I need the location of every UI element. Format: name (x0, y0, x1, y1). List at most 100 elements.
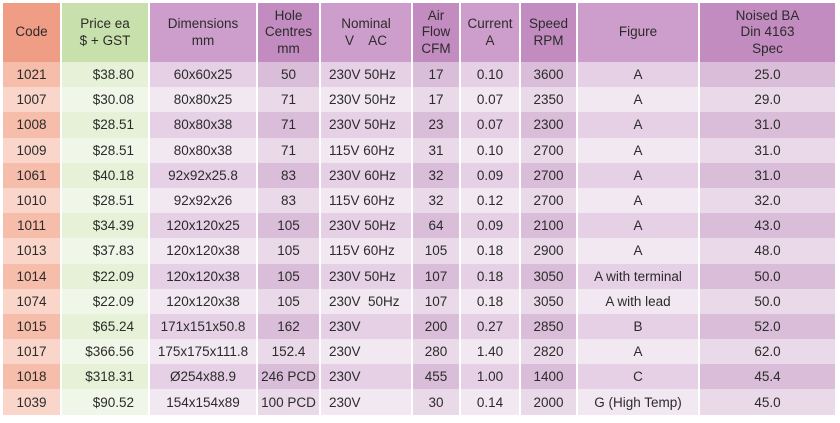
cell-dimensions: 171x151x50.8 (150, 313, 256, 340)
cell-air-flow: 23 (413, 112, 459, 138)
cell-speed: 2900 (521, 238, 576, 264)
cell-hole-centres: 83 (258, 162, 319, 188)
header-figure: Figure (578, 3, 698, 62)
cell-nominal: 230V (321, 339, 411, 365)
cell-noise: 48.0 (700, 238, 835, 264)
cell-hole-centres: 162 (258, 313, 319, 340)
cell-code: 1074 (3, 288, 60, 314)
cell-price: $28.51 (62, 137, 148, 163)
cell-dimensions: 92x92x26 (150, 187, 256, 214)
cell-figure: A (578, 112, 698, 138)
cell-price: $34.39 (62, 213, 148, 239)
cell-hole-centres: 105 (258, 238, 319, 264)
header-current: Current A (461, 3, 519, 62)
cell-current: 0.07 (461, 87, 519, 113)
cell-speed: 3050 (521, 288, 576, 314)
cell-air-flow: 455 (413, 364, 459, 390)
cell-dimensions: 80x80x25 (150, 87, 256, 113)
cell-code: 1039 (3, 389, 60, 415)
cell-price: $90.52 (62, 389, 148, 415)
header-nominal: Nominal V AC (321, 3, 411, 62)
cell-price: $40.18 (62, 162, 148, 188)
header-dimensions: Dimensions mm (150, 3, 256, 62)
cell-price: $318.31 (62, 364, 148, 390)
header-speed: Speed RPM (521, 3, 576, 62)
cell-hole-centres: 71 (258, 137, 319, 163)
cell-dimensions: 154x154x89 (150, 389, 256, 415)
cell-speed: 2700 (521, 162, 576, 188)
cell-figure: A (578, 62, 698, 88)
cell-code: 1061 (3, 162, 60, 188)
cell-dimensions: 80x80x38 (150, 112, 256, 138)
cell-nominal: 230V 50Hz (321, 87, 411, 113)
cell-code: 1008 (3, 112, 60, 138)
cell-air-flow: 30 (413, 389, 459, 415)
cell-price: $22.09 (62, 288, 148, 314)
cell-code: 1015 (3, 313, 60, 340)
cell-current: 0.27 (461, 313, 519, 340)
cell-noise: 32.0 (700, 187, 835, 214)
cell-air-flow: 17 (413, 62, 459, 88)
cell-dimensions: 120x120x38 (150, 238, 256, 264)
cell-speed: 3600 (521, 62, 576, 88)
cell-speed: 2300 (521, 112, 576, 138)
cell-noise: 43.0 (700, 213, 835, 239)
cell-hole-centres: 105 (258, 213, 319, 239)
cell-code: 1018 (3, 364, 60, 390)
cell-figure: A (578, 162, 698, 188)
cell-noise: 62.0 (700, 339, 835, 365)
cell-current: 0.10 (461, 62, 519, 88)
cell-nominal: 115V 60Hz (321, 187, 411, 214)
cell-noise: 50.0 (700, 263, 835, 289)
cell-figure: C (578, 364, 698, 390)
cell-speed: 2700 (521, 187, 576, 214)
cell-figure: A with lead (578, 288, 698, 314)
cell-code: 1007 (3, 87, 60, 113)
cell-hole-centres: 83 (258, 187, 319, 214)
cell-price: $65.24 (62, 313, 148, 340)
cell-noise: 45.0 (700, 389, 835, 415)
cell-speed: 2700 (521, 137, 576, 163)
cell-dimensions: 120x120x38 (150, 288, 256, 314)
cell-air-flow: 107 (413, 263, 459, 289)
cell-nominal: 230V (321, 313, 411, 340)
cell-hole-centres: 246 PCD (258, 364, 319, 390)
cell-hole-centres: 71 (258, 112, 319, 138)
cell-hole-centres: 100 PCD (258, 389, 319, 415)
cell-figure: B (578, 313, 698, 340)
cell-air-flow: 64 (413, 213, 459, 239)
cell-current: 0.09 (461, 162, 519, 188)
header-noise: Noised BA Din 4163 Spec (700, 3, 835, 62)
cell-dimensions: 92x92x25.8 (150, 162, 256, 188)
cell-air-flow: 107 (413, 288, 459, 314)
cell-nominal: 230V 60Hz (321, 162, 411, 188)
cell-code: 1011 (3, 213, 60, 239)
cell-code: 1013 (3, 238, 60, 264)
cell-noise: 25.0 (700, 62, 835, 88)
cell-figure: A with terminal (578, 263, 698, 289)
cell-current: 0.18 (461, 263, 519, 289)
header-hole-centres: Hole Centres mm (258, 3, 319, 62)
cell-air-flow: 31 (413, 137, 459, 163)
cell-speed: 2350 (521, 87, 576, 113)
cell-current: 0.12 (461, 187, 519, 214)
cell-code: 1014 (3, 263, 60, 289)
cell-current: 0.18 (461, 288, 519, 314)
cell-noise: 31.0 (700, 137, 835, 163)
cell-figure: A (578, 213, 698, 239)
cell-nominal: 115V 60Hz (321, 238, 411, 264)
cell-speed: 2000 (521, 389, 576, 415)
cell-dimensions: 80x80x38 (150, 137, 256, 163)
cell-nominal: 230V 50Hz (321, 213, 411, 239)
cell-speed: 1400 (521, 364, 576, 390)
cell-figure: A (578, 187, 698, 214)
cell-noise: 31.0 (700, 112, 835, 138)
cell-dimensions: 60x60x25 (150, 62, 256, 88)
cell-current: 0.10 (461, 137, 519, 163)
cell-speed: 2100 (521, 213, 576, 239)
cell-hole-centres: 105 (258, 263, 319, 289)
header-price: Price ea $ + GST (62, 3, 148, 62)
cell-speed: 2850 (521, 313, 576, 340)
cell-current: 1.00 (461, 364, 519, 390)
cell-price: $30.08 (62, 87, 148, 113)
